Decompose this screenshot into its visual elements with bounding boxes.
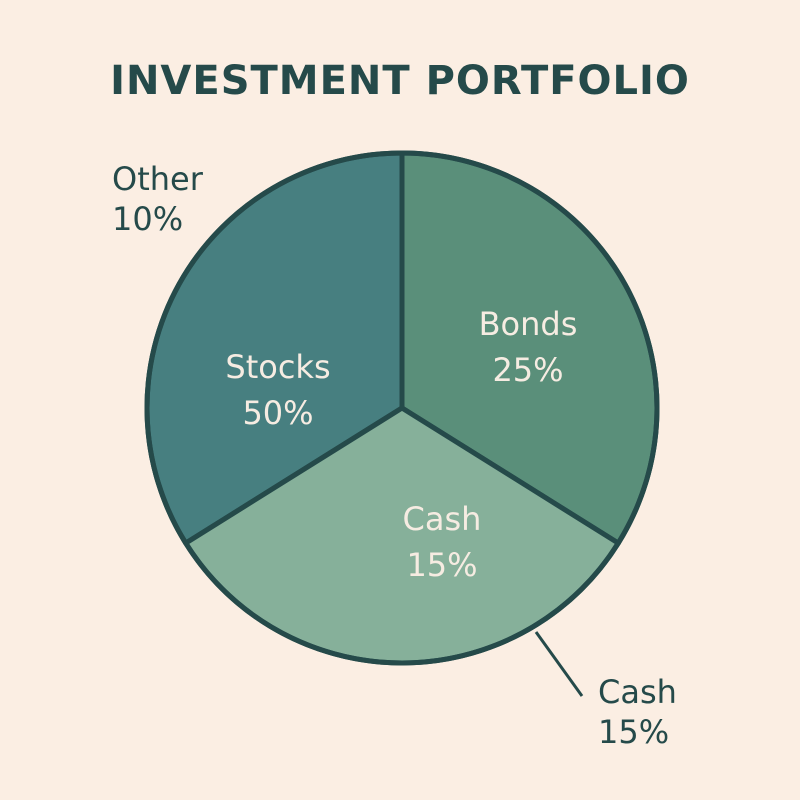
chart-title: INVESTMENT PORTFOLIO (110, 58, 690, 104)
pie-outline (144, 150, 660, 666)
callout-leader-line (534, 631, 584, 697)
callout-label-other: Other (112, 160, 204, 198)
slice-value-stocks: 50% (242, 394, 313, 432)
callout-value-cash: 15% (598, 713, 669, 751)
slice-label-cash: Cash (403, 500, 482, 538)
slice-value-cash: 15% (406, 546, 477, 584)
slice-value-bonds: 25% (492, 351, 563, 389)
callout-value-other: 10% (112, 200, 183, 238)
slice-label-bonds: Bonds (479, 305, 578, 343)
slice-label-stocks: Stocks (225, 348, 330, 386)
callout-label-cash: Cash (598, 673, 677, 711)
